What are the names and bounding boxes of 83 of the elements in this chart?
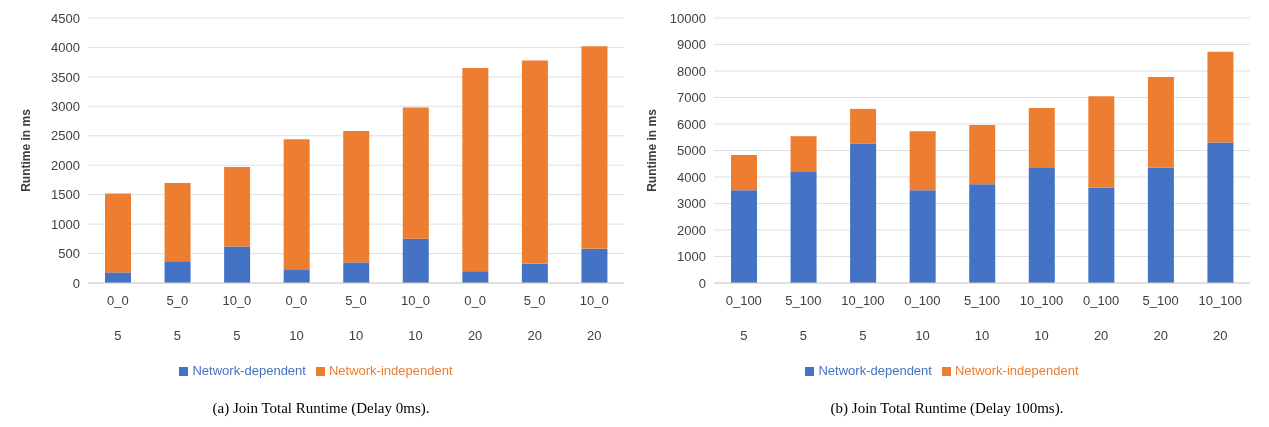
bar [343,262,370,283]
y-tick-label: 4500 [51,10,80,26]
category-label: 5_0 20 [523,293,546,343]
bar [909,190,936,283]
y-tick-label: 3000 [51,98,80,114]
category-label: 0_100 5 [725,293,762,343]
y-tick-label: 3000 [677,196,706,212]
y-tick-label: 0 [72,275,80,291]
bar [283,270,310,283]
legend-label: Network-dependent [192,363,306,378]
y-tick-label: 6000 [677,116,706,132]
text: (a) Join Total Runtime (Delay 0ms). [211,400,431,417]
category-label: 5_100 10 [963,293,1001,343]
y-tick-label: 2000 [677,222,706,238]
bar [1088,96,1115,188]
bar [402,238,429,283]
bar [164,261,191,283]
legend-label: Network-dependent [818,363,932,378]
y-tick-label: 0 [698,275,706,291]
bar [731,155,757,191]
y-axis-title: Runtime in ms [19,108,34,192]
bar [850,143,877,283]
y-tick-label: 4000 [677,169,706,185]
bar [850,108,877,144]
text: (b) Join Total Runtime (Delay 100ms). [829,400,1065,417]
bar [283,139,310,271]
y-tick-label: 1000 [51,216,80,232]
bar [731,190,757,283]
bar [224,246,251,283]
y-tick-label: 5000 [677,143,706,159]
bar [790,136,817,172]
bar [402,107,429,239]
bar [105,193,131,273]
y-tick-label: 2500 [51,128,80,144]
category-label: 0_0 10 [285,293,308,343]
y-tick-label: 1000 [677,249,706,265]
y-tick-label: 3500 [51,69,80,85]
y-tick-label: 4000 [51,40,80,56]
category-label: 5_0 5 [166,293,189,343]
legend-label: Network-independent [954,363,1079,378]
bar [969,125,996,185]
category-label: 5_100 5 [785,293,822,343]
bar [521,263,548,283]
bar [909,131,936,191]
bar [1147,167,1174,283]
y-tick-label: 7000 [677,90,706,106]
bar [1088,187,1115,283]
bar [462,68,489,272]
y-axis-title: Runtime in ms [645,108,660,192]
bar [224,166,251,247]
y-tick-label: 10000 [669,10,706,26]
y-tick-label: 500 [58,246,80,262]
bar [521,60,548,264]
bar [343,131,370,263]
y-tick-label: 9000 [677,37,706,53]
bar [581,46,608,249]
category-label: 5_0 10 [345,293,367,343]
y-tick-label: 1500 [51,187,80,203]
category-label: 0_100 10 [904,293,941,343]
category-label: 10_100 20 [1198,293,1242,343]
bar [105,272,131,283]
y-tick-label: 2000 [51,157,80,173]
category-label: 0_0 20 [464,293,486,343]
bar [164,182,191,262]
bar [790,171,817,283]
category-label: 10_100 5 [841,293,885,343]
legend-label: Network-independent [328,363,453,378]
category-label: 0_0 5 [106,293,129,343]
bar [1147,77,1174,168]
y-tick-label: 8000 [677,63,706,79]
bar [1207,142,1234,283]
bar [1028,108,1055,168]
category-label: 0_100 20 [1083,293,1120,343]
category-label: 10_0 5 [222,293,252,343]
bar [462,271,489,283]
category-label: 10_100 10 [1019,293,1064,343]
bar [581,248,608,283]
bar [1028,167,1055,283]
category-label: 10_0 10 [401,293,431,343]
bar [969,184,996,283]
category-label: 5_100 20 [1142,293,1179,343]
category-label: 10_0 20 [579,293,609,343]
bar [1207,51,1234,143]
